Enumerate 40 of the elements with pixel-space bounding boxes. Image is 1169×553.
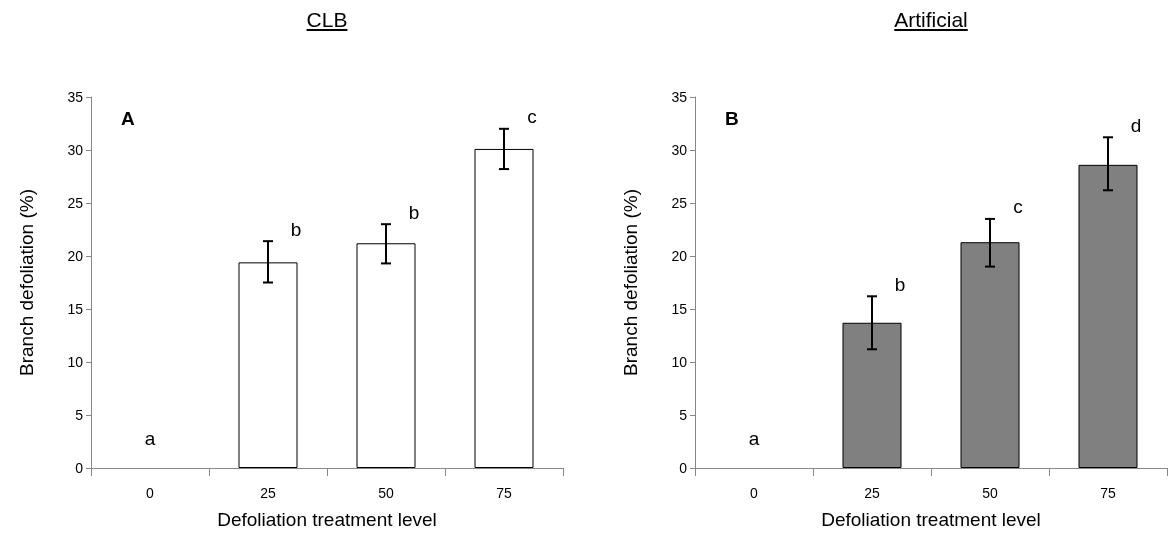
- x-tick-label: 50: [378, 485, 394, 501]
- annotation: c: [527, 106, 537, 128]
- chart-title: Artificial: [893, 8, 969, 32]
- y-tick-label: 30: [671, 142, 688, 158]
- y-tick-label: 15: [671, 301, 688, 317]
- x-tick-label: 0: [750, 485, 759, 501]
- annotation: b: [408, 201, 420, 223]
- x-axis-title: Defoliation treatment level: [217, 509, 437, 530]
- y-tick-label: 5: [679, 407, 688, 423]
- y-tick-label: 35: [671, 89, 688, 105]
- y-tick-label: 15: [67, 301, 84, 317]
- annotation: d: [1130, 114, 1142, 136]
- y-tick-label: 0: [679, 460, 688, 476]
- y-tick-label: 0: [75, 460, 84, 476]
- annotation: c: [1013, 196, 1023, 218]
- annotation: a: [144, 427, 156, 449]
- y-tick-label: 30: [67, 142, 84, 158]
- x-tick-label: 75: [1100, 485, 1116, 501]
- x-tick-label: 25: [864, 485, 880, 501]
- x-tick-label: 75: [496, 485, 512, 501]
- x-tick-label: 25: [260, 485, 276, 501]
- y-tick-label: 10: [671, 354, 688, 370]
- x-tick-label: 0: [146, 485, 155, 501]
- x-axis-title: Defoliation treatment level: [821, 509, 1041, 530]
- y-axis-title: Branch defoliation (%): [620, 189, 641, 376]
- y-tick-label: 35: [67, 89, 84, 105]
- annotation: a: [748, 427, 760, 449]
- y-tick-label: 25: [671, 195, 688, 211]
- y-tick-label: 20: [671, 248, 688, 264]
- annotation: b: [290, 218, 302, 240]
- y-axis-title: Branch defoliation (%): [16, 189, 37, 376]
- chart-title: CLB: [305, 8, 349, 32]
- annotation: B: [725, 108, 739, 129]
- x-tick-label: 50: [982, 485, 998, 501]
- y-tick-label: 25: [67, 195, 84, 211]
- annotation: b: [894, 273, 906, 295]
- annotation: A: [121, 108, 135, 129]
- y-tick-label: 5: [75, 407, 84, 423]
- y-tick-label: 10: [67, 354, 84, 370]
- y-tick-label: 20: [67, 248, 84, 264]
